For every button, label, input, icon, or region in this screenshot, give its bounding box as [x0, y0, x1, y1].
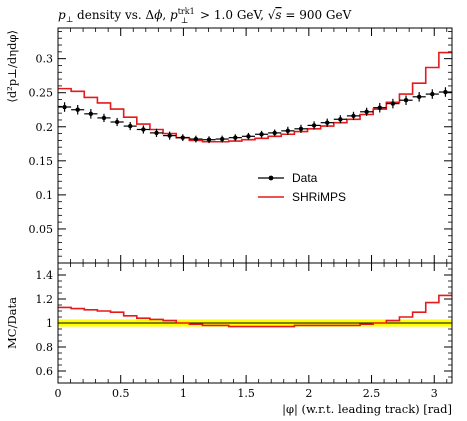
- series-shrimps-line: [58, 51, 452, 143]
- data-point: [163, 131, 177, 140]
- x-tick-label: 2: [305, 387, 312, 400]
- y-tick-label: 0.25: [29, 87, 54, 100]
- data-point: [228, 134, 242, 142]
- main-plot-frame: [57, 27, 453, 264]
- data-point: [360, 107, 374, 116]
- data-point: [268, 129, 282, 137]
- data-point: [97, 113, 111, 122]
- data-point: [255, 130, 269, 138]
- chart-title: p⊥ density vs. Δϕ, ptrk1 ⊥ > 1.0 GeV, √s …: [58, 7, 352, 25]
- y-tick-label: 0.15: [29, 155, 54, 168]
- data-point: [373, 102, 387, 113]
- y-tick-label: 0.2: [36, 121, 54, 134]
- data-point: [438, 87, 452, 97]
- data-point: [412, 92, 426, 102]
- ratio-y-tick-label: 1.2: [36, 293, 54, 306]
- x-tick-label: 3: [431, 387, 438, 400]
- legend-item-shrimps: SHRiMPS: [258, 190, 346, 204]
- data-point: [149, 128, 164, 137]
- data-point: [307, 121, 321, 130]
- data-point: [136, 125, 150, 134]
- x-axis-label: |φ| (w.r.t. leading track) [rad]: [282, 402, 452, 417]
- data-point: [58, 102, 72, 112]
- x-tick-label: 0: [55, 387, 62, 400]
- legend-label-data: Data: [292, 171, 318, 185]
- data-point: [71, 104, 85, 115]
- data-point: [215, 135, 229, 143]
- x-tick-label: 1.5: [237, 387, 255, 400]
- data-point: [346, 111, 361, 120]
- x-tick-label: 0.5: [112, 387, 130, 400]
- data-point: [281, 126, 295, 135]
- x-tick-label: 2.5: [363, 387, 381, 400]
- ratio-y-tick-label: 0.8: [36, 341, 54, 354]
- data-point: [399, 95, 413, 105]
- data-point: [189, 135, 203, 143]
- y-axis-label: ⟨d²p⊥/dηdφ⟩: [5, 30, 19, 103]
- x-tick-label: 1: [180, 387, 187, 400]
- data-point: [425, 89, 439, 99]
- data-point: [176, 134, 190, 142]
- data-point: [333, 115, 347, 124]
- y-tick-label: 0.3: [36, 53, 54, 66]
- svg-text:p⊥ density vs. Δϕ, ptrk1⊥ > 1.: p⊥ density vs. Δϕ, ptrk1 ⊥ > 1.0 GeV, √s …: [58, 7, 352, 25]
- legend-label-shrimps: SHRiMPS: [292, 190, 346, 204]
- y-tick-label: 0.05: [29, 223, 54, 236]
- data-point: [294, 124, 308, 133]
- data-point: [110, 117, 124, 127]
- ratio-y-tick-label: 0.6: [36, 365, 54, 378]
- legend-item-data: Data: [258, 171, 318, 185]
- data-point: [241, 132, 255, 140]
- data-point: [386, 98, 400, 109]
- data-point: [123, 122, 137, 131]
- data-point: [84, 109, 98, 119]
- ratio-y-axis-label: MC/Data: [5, 297, 19, 349]
- data-point: [320, 118, 334, 127]
- ratio-shrimps-line: [58, 294, 452, 328]
- y-tick-label: 0.1: [36, 189, 54, 202]
- ratio-y-tick-label: 1.4: [36, 269, 54, 282]
- data-point: [202, 136, 216, 144]
- ratio-y-tick-label: 1: [46, 317, 53, 330]
